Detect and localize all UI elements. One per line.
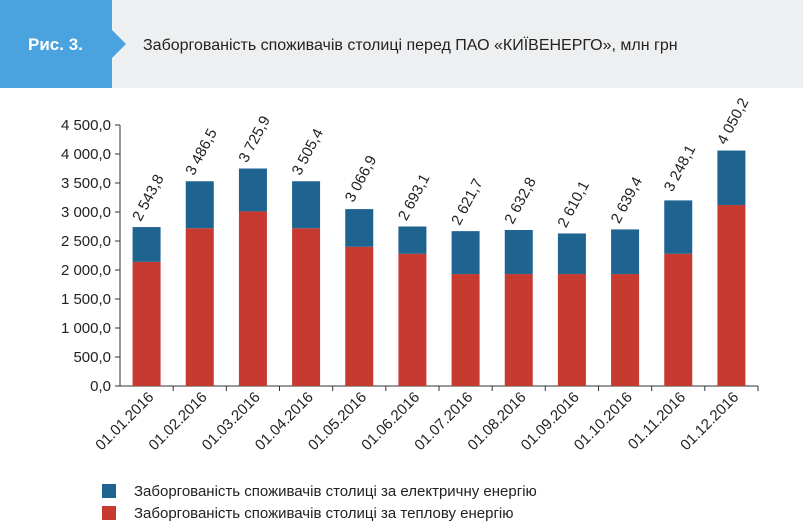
y-tick-label: 2 500,0 (61, 233, 111, 250)
bar-segment (185, 181, 214, 229)
bar-segment (504, 274, 533, 386)
y-tick-label: 0,0 (90, 378, 111, 395)
bar-segment (717, 205, 746, 386)
legend-swatch (102, 484, 116, 498)
bar-segment (451, 231, 480, 275)
bar-segment (611, 274, 640, 386)
y-tick-label: 3 500,0 (61, 175, 111, 192)
y-tick-label: 3 000,0 (61, 204, 111, 221)
bar-segment (238, 168, 267, 212)
bar-segment (664, 200, 693, 254)
bar-segment (292, 228, 321, 386)
bar-segment (238, 211, 267, 386)
figure-label: Рис. 3. (28, 35, 83, 54)
y-tick-label: 2 000,0 (61, 262, 111, 279)
figure-tab (0, 0, 126, 88)
bar-segment (345, 209, 374, 247)
y-tick-label: 500,0 (73, 349, 111, 366)
bar-segment (611, 229, 640, 275)
bar-segment (557, 233, 586, 275)
y-tick-label: 4 000,0 (61, 146, 111, 163)
y-tick-label: 4 500,0 (61, 117, 111, 134)
bar-segment (398, 226, 427, 254)
legend-label: Заборгованість споживачів столиці за теп… (134, 505, 514, 522)
bar-segment (398, 253, 427, 386)
bar-segment (717, 150, 746, 206)
legend-swatch (102, 506, 116, 520)
bar-segment (345, 246, 374, 386)
bar-segment (451, 274, 480, 386)
y-tick-label: 1 500,0 (61, 291, 111, 308)
header-bar (0, 0, 803, 88)
y-tick-label: 1 000,0 (61, 320, 111, 337)
bar-segment (504, 229, 533, 275)
bar-segment (185, 228, 214, 386)
bar-segment (132, 261, 161, 386)
legend-label: Заборгованість споживачів столиці за еле… (134, 483, 537, 500)
bar-segment (132, 227, 161, 262)
chart-title: Заборгованість споживачів столиці перед … (143, 36, 678, 54)
bar-segment (292, 181, 321, 229)
bar-segment (557, 274, 586, 386)
bar-segment (664, 253, 693, 386)
